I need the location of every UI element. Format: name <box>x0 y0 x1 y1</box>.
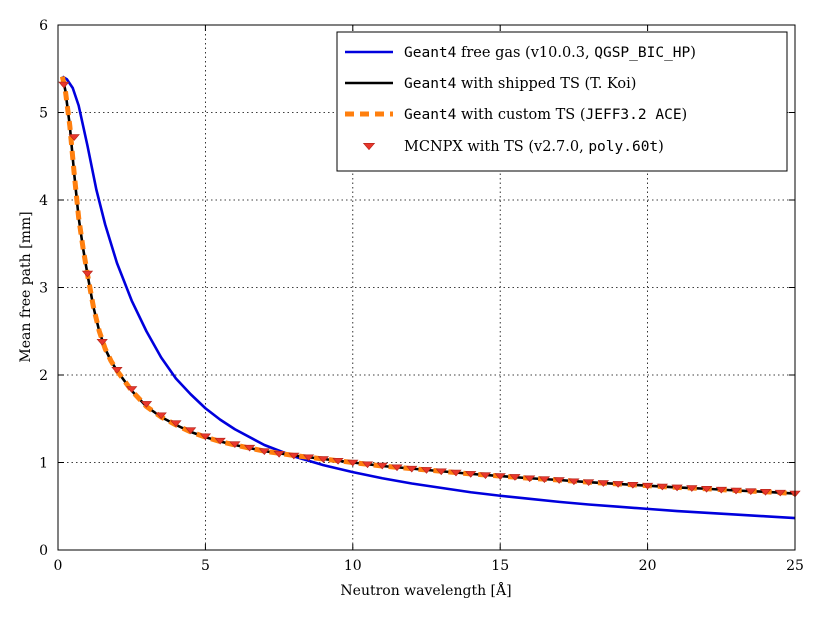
data-point-marker <box>155 412 167 420</box>
series-line-custom-ts <box>59 76 796 497</box>
data-point-marker <box>700 485 713 493</box>
y-tick-label: 0 <box>39 543 48 559</box>
data-point-marker <box>288 452 300 460</box>
data-point-marker <box>656 483 668 491</box>
data-point-marker <box>361 461 374 469</box>
y-tick-label: 4 <box>39 193 48 209</box>
x-tick-label: 0 <box>54 558 63 574</box>
legend: Geant4 free gas (v10.0.3, QGSP_BIC_HP) Ge… <box>336 31 788 172</box>
data-point-marker <box>258 448 271 455</box>
legend-swatch-mcnpx <box>362 142 376 151</box>
data-point-marker <box>111 366 123 374</box>
x-tick-label: 20 <box>639 558 657 574</box>
data-point-marker <box>273 450 285 458</box>
y-tick-label: 3 <box>39 281 48 297</box>
data-point-marker <box>715 486 727 494</box>
data-point-marker <box>641 482 654 490</box>
data-point-marker <box>185 427 197 434</box>
data-point-marker <box>627 482 639 489</box>
data-point-marker <box>170 420 182 427</box>
legend-entry-label: MCNPX with TS (v2.7.0, poly.60t) <box>404 139 664 155</box>
data-point-marker <box>759 489 772 496</box>
data-point-marker <box>332 457 344 465</box>
data-point-marker <box>509 474 521 481</box>
x-tick-label: 10 <box>344 558 362 574</box>
y-tick-label: 6 <box>39 18 48 34</box>
legend-entry-label: Geant4 with shipped TS (T. Koi) <box>404 76 636 92</box>
data-point-marker <box>81 270 94 278</box>
data-point-marker <box>774 489 786 497</box>
data-point-marker <box>214 437 226 445</box>
data-point-marker <box>347 459 359 467</box>
y-tick-label: 2 <box>39 368 48 384</box>
data-point-marker <box>582 479 595 487</box>
data-point-marker <box>494 473 506 480</box>
x-tick-label: 25 <box>786 558 804 574</box>
data-point-marker <box>126 386 138 393</box>
y-axis-label: Mean free path [mm] <box>18 211 34 362</box>
data-point-marker <box>524 475 536 483</box>
y-tick-label: 1 <box>39 456 48 472</box>
series-mcnpx-markers <box>58 81 801 498</box>
data-point-marker <box>553 477 565 484</box>
data-point-marker <box>406 465 418 473</box>
y-tick-label: 5 <box>39 106 48 122</box>
data-point-marker <box>229 441 241 448</box>
data-point-marker <box>420 467 433 474</box>
data-point-marker <box>68 134 80 141</box>
x-axis-label: Neutron wavelength [Å] <box>340 581 511 599</box>
legend-entry-label: Geant4 with custom TS (JEFF3.2 ACE) <box>404 107 687 123</box>
axis-ticks: 0 5 10 15 20 25 0 1 2 3 4 5 6 <box>39 18 804 574</box>
data-point-marker <box>538 476 551 483</box>
data-point-marker <box>745 488 757 496</box>
x-tick-label: 5 <box>201 558 210 574</box>
data-point-marker <box>568 478 580 486</box>
data-point-marker <box>391 464 403 472</box>
data-point-marker <box>376 462 388 470</box>
data-point-marker <box>730 487 742 495</box>
data-point-marker <box>435 468 447 476</box>
legend-entry-label: Geant4 free gas (v10.0.3, QGSP_BIC_HP) <box>404 45 696 61</box>
data-point-marker <box>597 480 610 487</box>
data-point-marker <box>140 401 153 408</box>
x-tick-label: 15 <box>491 558 509 574</box>
data-point-marker <box>465 471 477 478</box>
data-point-marker <box>686 485 698 492</box>
data-point-marker <box>302 454 315 462</box>
data-point-marker <box>243 444 256 452</box>
data-point-marker <box>317 456 329 463</box>
data-point-marker <box>199 433 212 441</box>
data-point-marker <box>671 484 683 492</box>
data-point-marker <box>96 338 108 346</box>
legend-box <box>336 31 788 172</box>
data-point-marker <box>58 81 70 89</box>
data-point-marker <box>612 481 624 488</box>
plot-series <box>58 75 801 520</box>
data-point-marker <box>450 469 462 477</box>
data-point-marker <box>479 472 492 480</box>
